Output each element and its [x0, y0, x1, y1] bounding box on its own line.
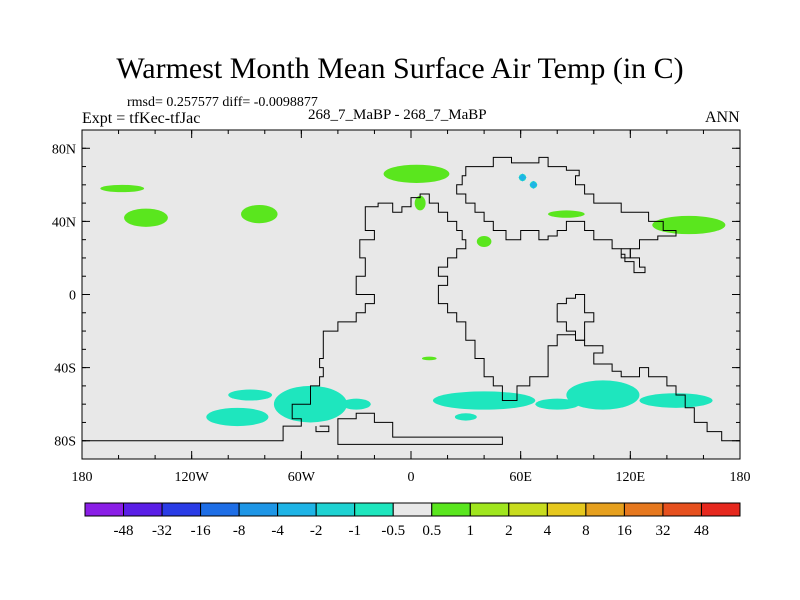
- coastline: [556, 294, 595, 341]
- anomaly-region-positive: [652, 215, 726, 235]
- colorbar-label: -1: [348, 523, 361, 539]
- anomaly-region-negative: [206, 407, 269, 427]
- lon-tick-label: 60E: [509, 470, 532, 485]
- lon-tick-label: 180: [72, 470, 93, 485]
- colorbar-label: -2: [310, 523, 323, 539]
- colorbar-label: 4: [544, 523, 552, 539]
- colorbar-label: -0.5: [381, 523, 405, 539]
- colorbar-swatch: [392, 502, 433, 517]
- comparison-label: 268_7_MaBP - 268_7_MaBP: [308, 107, 487, 123]
- anomaly-region-positive: [383, 164, 450, 184]
- lon-tick-label: 120W: [175, 470, 210, 485]
- anomaly-region-negative: [535, 398, 580, 410]
- coastline: [315, 425, 330, 433]
- lon-tick-label: 180: [730, 470, 751, 485]
- colorbar: -48 -32 -16 -8 -4 -2 -1 -0.5 0.5 1 2 4 8 16 32 48: [84, 502, 741, 539]
- period-label: ANN: [705, 109, 740, 126]
- anomaly-region-negative: [228, 389, 273, 401]
- anomaly-region-positive: [241, 204, 278, 224]
- colorbar-swatch: [315, 502, 356, 517]
- coastline: [456, 156, 677, 259]
- colorbar-label: 2: [505, 523, 513, 539]
- anomaly-region-negative: [432, 391, 536, 410]
- coastlines: [82, 156, 740, 447]
- colorbar-label: 48: [694, 523, 709, 539]
- lat-tick-label: 80N: [52, 142, 76, 157]
- lat-tick-label: 40N: [52, 215, 76, 230]
- anomaly-region-positive: [548, 210, 585, 218]
- lon-tick-label: 0: [408, 470, 415, 485]
- colorbar-swatch: [585, 502, 625, 517]
- anomaly-region-positive: [476, 236, 492, 247]
- colorbar-swatch: [469, 502, 510, 517]
- colorbar-swatch: [508, 502, 548, 517]
- lat-tick-label: 80S: [54, 435, 76, 450]
- anomaly-region-positive: [124, 208, 168, 227]
- strong-negative-marker: [518, 173, 527, 182]
- colorbar-swatch: [123, 502, 163, 517]
- colorbar-swatch: [277, 502, 317, 517]
- colorbar-swatch: [546, 502, 587, 517]
- colorbar-label: 0.5: [422, 523, 441, 539]
- colorbar-label: 32: [655, 523, 670, 539]
- lat-tick-label: 40S: [54, 362, 76, 377]
- colorbar-label: 8: [582, 523, 590, 539]
- lon-tick-label: 120E: [616, 470, 646, 485]
- anomaly-region-negative: [566, 380, 640, 410]
- colorbar-swatch: [84, 502, 125, 517]
- coastline: [82, 193, 740, 447]
- map-title: Warmest Month Mean Surface Air Temp (in …: [116, 52, 684, 85]
- anomaly-region-positive: [100, 184, 145, 193]
- lon-tick-label: 60W: [288, 470, 316, 485]
- coastline: [337, 412, 503, 445]
- lat-tick-label: 0: [69, 289, 76, 304]
- colorbar-swatch: [700, 502, 741, 517]
- colorbar-swatch: [431, 502, 471, 517]
- colorbar-label: -48: [114, 523, 134, 539]
- coastline: [621, 248, 646, 274]
- anomaly-region-negative: [341, 398, 371, 410]
- colorbar-label: 1: [467, 523, 475, 539]
- axis-ticks: 80N 40N 0 40S 80S 180 120W 60W 0 60E 120E 180: [52, 130, 751, 485]
- anomaly-region-positive: [414, 195, 426, 211]
- colorbar-swatch: [238, 502, 279, 517]
- anomaly-region-positive: [421, 356, 437, 361]
- experiment-label: Expt = tfKec-tfJac: [82, 110, 201, 127]
- colorbar-label: 16: [617, 523, 633, 539]
- colorbar-label: -16: [191, 523, 211, 539]
- colorbar-label: -8: [233, 523, 246, 539]
- colorbar-label: -32: [152, 523, 172, 539]
- anomaly-region-negative: [639, 393, 713, 408]
- anomaly-regions: [100, 164, 726, 427]
- colorbar-label: -4: [271, 523, 284, 539]
- colorbar-swatch: [662, 502, 702, 517]
- colorbar-swatch: [161, 502, 202, 517]
- strong-negative-marker: [529, 180, 538, 189]
- anomaly-region-negative: [454, 413, 477, 421]
- colorbar-swatch: [200, 502, 240, 517]
- colorbar-swatch: [354, 502, 394, 517]
- stats-text: rmsd= 0.257577 diff= -0.0098877: [127, 95, 318, 110]
- colorbar-swatch: [623, 502, 664, 517]
